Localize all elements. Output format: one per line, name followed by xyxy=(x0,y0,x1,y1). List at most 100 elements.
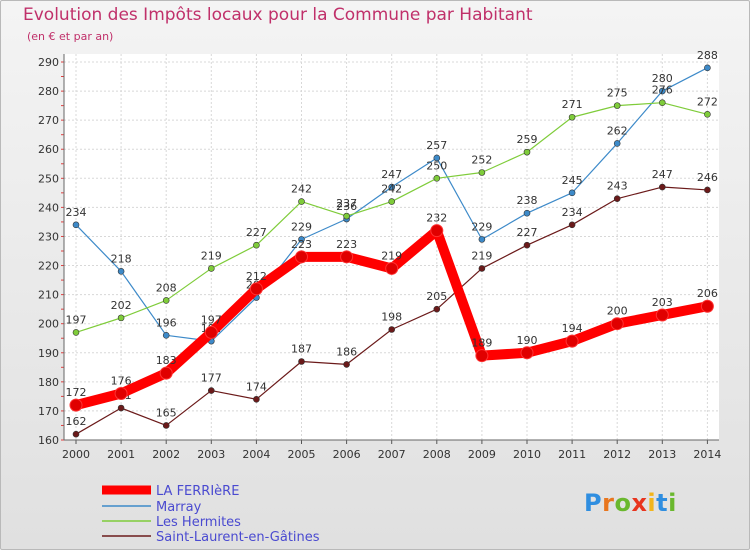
data-label: 205 xyxy=(426,290,447,303)
data-point xyxy=(340,250,354,264)
chart-title: Evolution des Impôts locaux pour la Comm… xyxy=(23,5,533,25)
data-label: 252 xyxy=(471,153,492,166)
y-tick-label: 170 xyxy=(38,405,59,418)
data-label: 242 xyxy=(381,183,402,196)
data-point xyxy=(249,282,263,296)
x-tick-label: 2004 xyxy=(242,448,270,461)
logo-letter: x xyxy=(631,489,648,517)
data-point xyxy=(478,236,486,243)
x-tick-label: 2002 xyxy=(152,448,180,461)
data-point xyxy=(520,346,534,360)
data-label: 237 xyxy=(336,197,357,210)
y-tick-label: 220 xyxy=(38,260,59,273)
data-point xyxy=(430,224,444,238)
legend-label: LA FERRIèRE xyxy=(156,484,239,499)
data-point xyxy=(478,265,486,272)
y-tick-label: 250 xyxy=(38,172,59,185)
x-tick-label: 2009 xyxy=(468,448,496,461)
data-label: 246 xyxy=(697,171,718,184)
logo-letter: i xyxy=(647,489,657,517)
data-point xyxy=(700,299,714,313)
data-label: 272 xyxy=(697,95,718,108)
x-tick-label: 2007 xyxy=(378,448,406,461)
data-point xyxy=(704,186,711,194)
x-tick-label: 2010 xyxy=(513,448,541,461)
data-label: 186 xyxy=(336,345,357,358)
data-point xyxy=(704,64,711,72)
data-label: 208 xyxy=(156,281,177,294)
data-point xyxy=(475,349,489,363)
data-label: 218 xyxy=(111,252,132,265)
data-label: 176 xyxy=(111,374,132,387)
legend-label: Saint-Laurent-en-Gâtines xyxy=(156,530,320,545)
data-point xyxy=(295,250,308,264)
data-label: 162 xyxy=(66,415,87,428)
data-label: 280 xyxy=(652,72,673,85)
data-point xyxy=(117,404,125,412)
proxiti-logo: Proxiti xyxy=(584,489,677,517)
data-label: 229 xyxy=(291,220,312,233)
data-point xyxy=(658,183,666,191)
data-label: 242 xyxy=(291,183,312,196)
data-point xyxy=(298,236,305,243)
data-label: 227 xyxy=(246,226,267,239)
data-point xyxy=(208,387,215,394)
data-point xyxy=(159,366,173,380)
data-point xyxy=(69,398,83,412)
data-point xyxy=(523,148,531,156)
data-label: 247 xyxy=(652,168,673,181)
data-label: 234 xyxy=(562,206,583,219)
data-label: 232 xyxy=(426,212,447,225)
data-label: 275 xyxy=(607,87,628,100)
data-point xyxy=(72,221,80,229)
data-label: 190 xyxy=(517,334,538,347)
data-label: 243 xyxy=(607,180,628,193)
data-label: 259 xyxy=(517,133,538,146)
data-label: 203 xyxy=(652,296,673,309)
data-label: 262 xyxy=(607,124,628,137)
data-point xyxy=(72,430,80,438)
data-label: 189 xyxy=(471,337,492,350)
data-label: 236 xyxy=(336,200,357,213)
y-tick-label: 260 xyxy=(38,143,59,156)
data-point xyxy=(114,386,128,400)
data-label: 197 xyxy=(201,313,222,326)
x-tick-label: 2011 xyxy=(558,448,586,461)
data-label: 245 xyxy=(562,174,583,187)
data-point xyxy=(610,317,624,331)
data-point xyxy=(204,325,218,339)
data-point xyxy=(117,268,125,275)
data-point xyxy=(613,102,621,109)
y-tick-label: 280 xyxy=(38,85,59,98)
data-label: 202 xyxy=(111,299,132,312)
x-tick-label: 2000 xyxy=(62,448,90,461)
data-point xyxy=(162,297,170,304)
data-point xyxy=(523,209,531,217)
y-tick-label: 180 xyxy=(38,376,59,389)
data-label: 172 xyxy=(66,386,87,399)
data-point xyxy=(385,261,399,275)
data-point xyxy=(208,265,215,272)
y-tick-label: 240 xyxy=(38,201,59,214)
x-tick-label: 2013 xyxy=(648,448,676,461)
x-tick-label: 2001 xyxy=(107,448,135,461)
data-point xyxy=(568,221,576,229)
data-label: 174 xyxy=(246,380,267,393)
x-tick-label: 2003 xyxy=(197,448,225,461)
data-label: 194 xyxy=(562,322,583,335)
x-tick-label: 2005 xyxy=(288,448,316,461)
data-label: 219 xyxy=(471,249,492,262)
data-point xyxy=(253,241,260,249)
data-point xyxy=(117,314,125,322)
data-point xyxy=(162,422,170,429)
chart-subtitle: (en € et par an) xyxy=(27,30,114,43)
x-tick-label: 2012 xyxy=(603,448,631,461)
data-label: 223 xyxy=(291,238,312,251)
data-point xyxy=(658,87,666,95)
data-point xyxy=(655,308,669,322)
y-tick-label: 230 xyxy=(38,230,59,243)
logo-letter: r xyxy=(602,489,615,517)
data-label: 276 xyxy=(652,84,673,97)
data-label: 187 xyxy=(291,342,312,355)
